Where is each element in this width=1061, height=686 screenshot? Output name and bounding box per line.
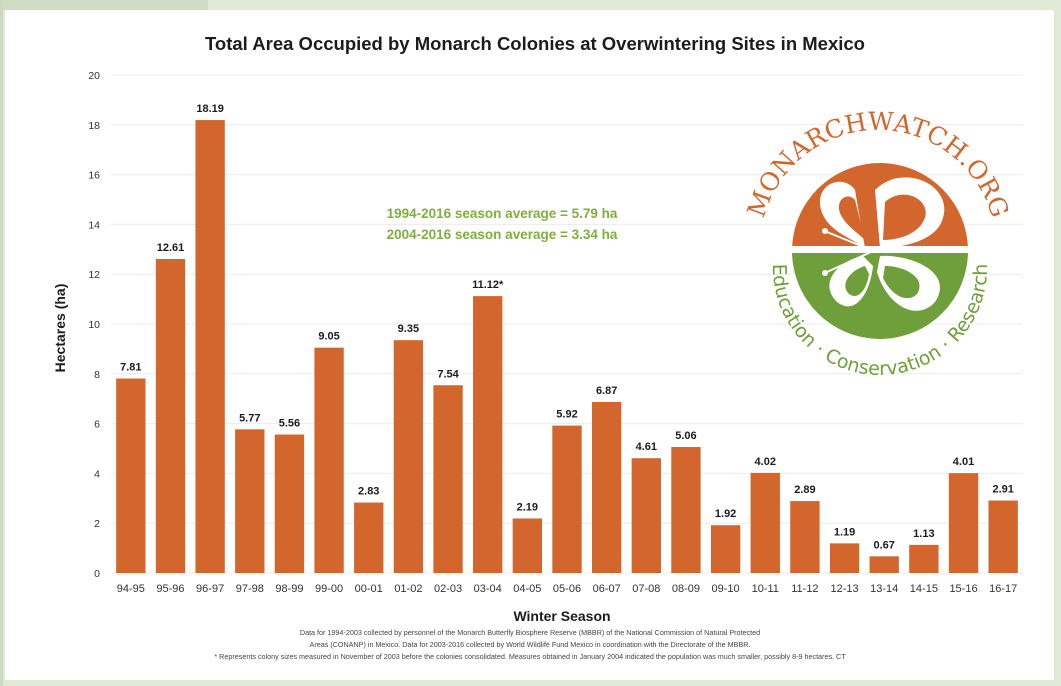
x-axis-label: Winter Season	[513, 608, 610, 624]
y-tick-label: 4	[94, 468, 100, 480]
data-label: 1.92	[715, 508, 736, 520]
average-annotation-1994-2016: 1994-2016 season average = 5.79 ha	[387, 206, 618, 221]
x-tick-label: 06-07	[593, 583, 621, 595]
data-label: 4.61	[636, 441, 657, 453]
data-label: 5.92	[556, 409, 577, 421]
x-tick-label: 99-00	[315, 583, 343, 595]
bar	[155, 259, 186, 573]
x-tick-label: 98-99	[275, 583, 303, 595]
bar	[314, 347, 344, 573]
top-strip	[3, 0, 208, 10]
bar	[195, 120, 225, 573]
x-tick-label: 02-03	[434, 583, 462, 595]
y-tick-label: 12	[88, 269, 100, 281]
bar	[591, 401, 622, 573]
bar	[473, 296, 503, 573]
page-border	[0, 0, 3, 686]
x-tick-label: 09-10	[712, 583, 740, 595]
data-label: 1.19	[834, 526, 855, 538]
data-label: 7.81	[120, 362, 141, 374]
bar	[790, 501, 820, 573]
data-label: 5.77	[239, 412, 260, 424]
data-label: 12.61	[157, 242, 185, 254]
data-label: 2.19	[517, 501, 538, 513]
x-tick-label: 01-02	[394, 583, 422, 595]
footnote-line-1: Data for 1994-2003 collected by personne…	[300, 628, 760, 637]
data-label: 5.06	[675, 430, 696, 442]
bar	[631, 458, 661, 573]
bar	[829, 543, 860, 573]
data-label: 2.89	[794, 484, 815, 496]
data-label: 2.91	[992, 484, 1013, 496]
x-tick-label: 15-16	[949, 583, 977, 595]
y-tick-label: 14	[88, 219, 100, 231]
x-tick-label: 95-96	[156, 583, 184, 595]
footnote-line-3: * Represents colony sizes measured in No…	[214, 652, 846, 661]
x-tick-label: 00-01	[355, 583, 383, 595]
y-tick-label: 8	[94, 369, 100, 381]
y-tick-label: 0	[94, 568, 100, 580]
x-tick-label: 94-95	[117, 583, 145, 595]
x-tick-label: 05-06	[553, 583, 581, 595]
data-label: 4.01	[953, 456, 974, 468]
chart-frame: Total Area Occupied by Monarch Colonies …	[5, 10, 1054, 680]
x-tick-label: 03-04	[474, 583, 502, 595]
bar	[988, 500, 1018, 573]
y-tick-label: 20	[88, 70, 100, 82]
data-label: 5.56	[279, 418, 300, 430]
average-annotation-2004-2016: 2004-2016 season average = 3.34 ha	[387, 227, 618, 242]
data-label: 9.05	[318, 331, 339, 343]
footnote-line-2: Areas (CONANP) in Mexico. Data for 2003-…	[310, 640, 751, 649]
data-labels: 7.81 12.61 18.19 5.77 5.56 9.05 2.83 9.35 7.54 11…	[120, 103, 1014, 551]
y-tick-label: 2	[94, 518, 100, 530]
y-tick-label: 10	[88, 319, 100, 331]
x-tick-label: 14-15	[910, 583, 938, 595]
data-label: 6.87	[596, 385, 617, 397]
y-tick-label: 6	[94, 419, 100, 431]
data-label: 7.54	[437, 368, 459, 380]
chart: Total Area Occupied by Monarch Colonies …	[52, 33, 1023, 661]
bars	[116, 120, 1018, 573]
bar	[948, 473, 979, 573]
bar	[393, 340, 424, 573]
bar	[512, 518, 543, 573]
x-tick-label: 10-11	[752, 583, 779, 595]
y-tick-label: 18	[88, 120, 100, 132]
bar	[909, 544, 939, 573]
y-axis-label: Hectares (ha)	[52, 284, 68, 373]
x-axis-ticks: 94-95 95-96 96-97 97-98 98-99 99-00 00-01 01-02…	[117, 583, 1017, 595]
data-label: 18.19	[196, 103, 224, 115]
bar	[552, 425, 582, 573]
bar	[433, 385, 463, 573]
x-tick-label: 07-08	[632, 583, 660, 595]
x-tick-label: 97-98	[236, 583, 264, 595]
bar	[869, 556, 899, 573]
y-tick-label: 16	[88, 170, 100, 182]
bar	[116, 378, 146, 573]
x-tick-label: 96-97	[196, 583, 224, 595]
data-label: 2.83	[358, 486, 379, 498]
monarchwatch-logo: MONARCHWATCH.ORG Education · Conservatio…	[741, 107, 1014, 380]
bar	[710, 525, 741, 573]
data-label: 4.02	[755, 456, 776, 468]
x-tick-label: 16-17	[989, 583, 1017, 595]
x-tick-label: 12-13	[830, 583, 858, 595]
x-tick-label: 08-09	[672, 583, 700, 595]
y-axis-ticks: 0 2 4 6 8 10 12 14 16 18 20	[88, 70, 100, 580]
bar	[354, 502, 384, 573]
bar	[671, 447, 701, 573]
x-tick-label: 11-12	[791, 583, 818, 595]
bar	[235, 429, 265, 573]
data-label: 1.13	[913, 528, 934, 540]
bar	[274, 434, 305, 573]
x-tick-label: 13-14	[870, 583, 898, 595]
data-label: 11.12*	[472, 279, 504, 291]
x-tick-label: 04-05	[513, 583, 541, 595]
data-label: 0.67	[874, 539, 895, 551]
bar	[750, 472, 780, 573]
data-label: 9.35	[398, 323, 419, 335]
chart-title: Total Area Occupied by Monarch Colonies …	[205, 33, 865, 54]
